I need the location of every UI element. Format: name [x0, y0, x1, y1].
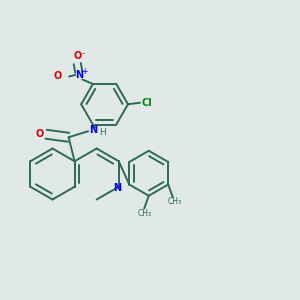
- Text: CH₃: CH₃: [137, 209, 151, 218]
- Text: -: -: [81, 50, 84, 58]
- Text: N: N: [113, 183, 121, 193]
- Text: CH₃: CH₃: [167, 197, 181, 206]
- Text: O: O: [54, 71, 62, 82]
- Text: N: N: [89, 125, 98, 135]
- Text: +: +: [81, 67, 87, 76]
- Text: Cl: Cl: [142, 98, 152, 108]
- Text: O: O: [73, 51, 81, 61]
- Text: N: N: [75, 70, 83, 80]
- Text: H: H: [99, 128, 106, 137]
- Text: O: O: [35, 129, 44, 139]
